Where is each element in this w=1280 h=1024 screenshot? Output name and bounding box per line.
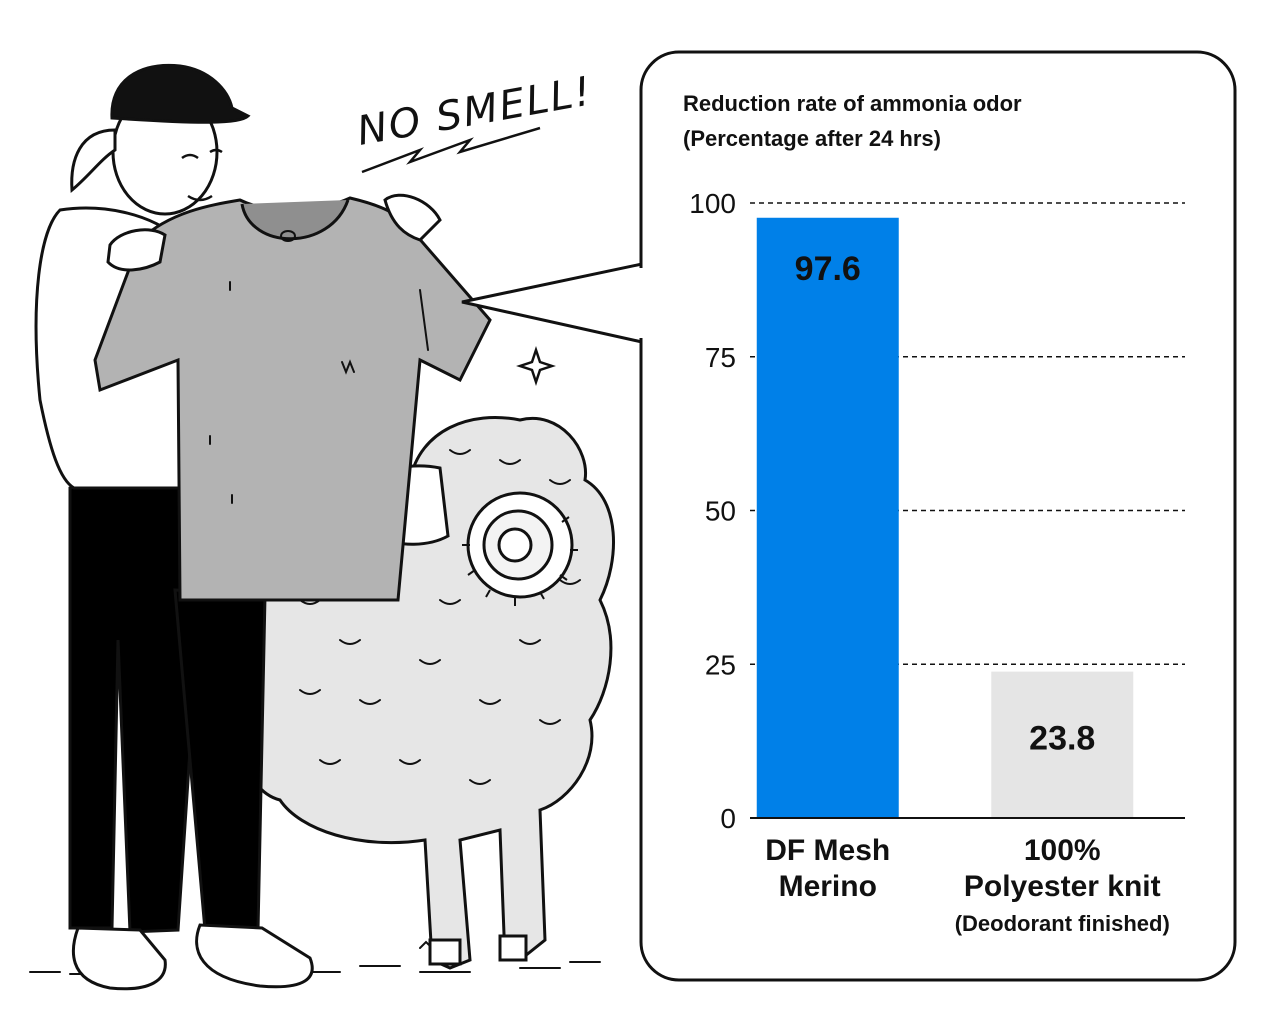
x-tick-label: 100%: [1024, 834, 1101, 867]
person: [34, 63, 492, 991]
chart: Reduction rate of ammonia odor (Percenta…: [683, 91, 1185, 936]
person-shoe-right: [195, 923, 314, 989]
x-tick-note: (Deodorant finished): [955, 911, 1170, 936]
sparkle-icon: [516, 346, 556, 386]
illustration: NO SMELL!: [29, 63, 615, 991]
person-shoe-left: [71, 926, 167, 991]
bar: [756, 217, 899, 818]
y-tick-label: 50: [705, 496, 736, 527]
person-ponytail: [70, 128, 117, 194]
y-tick-label: 0: [720, 803, 736, 834]
x-tick-label: Merino: [779, 870, 877, 903]
caption-underline: [361, 126, 541, 174]
x-tick-label: Polyester knit: [964, 870, 1161, 903]
bar-value-label: 97.6: [795, 250, 861, 288]
x-tick-label: DF Mesh: [765, 834, 890, 867]
illustration-caption: NO SMELL!: [354, 68, 596, 155]
bar-value-label: 23.8: [1029, 720, 1095, 758]
y-tick-label: 25: [705, 649, 736, 680]
person-pants-right: [173, 588, 267, 932]
sheep-horn: [466, 491, 574, 599]
bar: [991, 671, 1134, 818]
bars: 97.6 23.8: [756, 217, 1134, 818]
y-tick-labels: 0 25 50 75 100: [689, 188, 736, 834]
chart-title: Reduction rate of ammonia odor: [683, 91, 1022, 116]
y-tick-label: 75: [705, 342, 736, 373]
chart-subtitle: (Percentage after 24 hrs): [683, 126, 941, 151]
y-tick-label: 100: [689, 188, 736, 219]
cap-icon: [110, 63, 251, 124]
person-hand-left: [106, 228, 167, 272]
person-hand-right: [383, 193, 442, 242]
callout-pointer: [461, 262, 643, 344]
